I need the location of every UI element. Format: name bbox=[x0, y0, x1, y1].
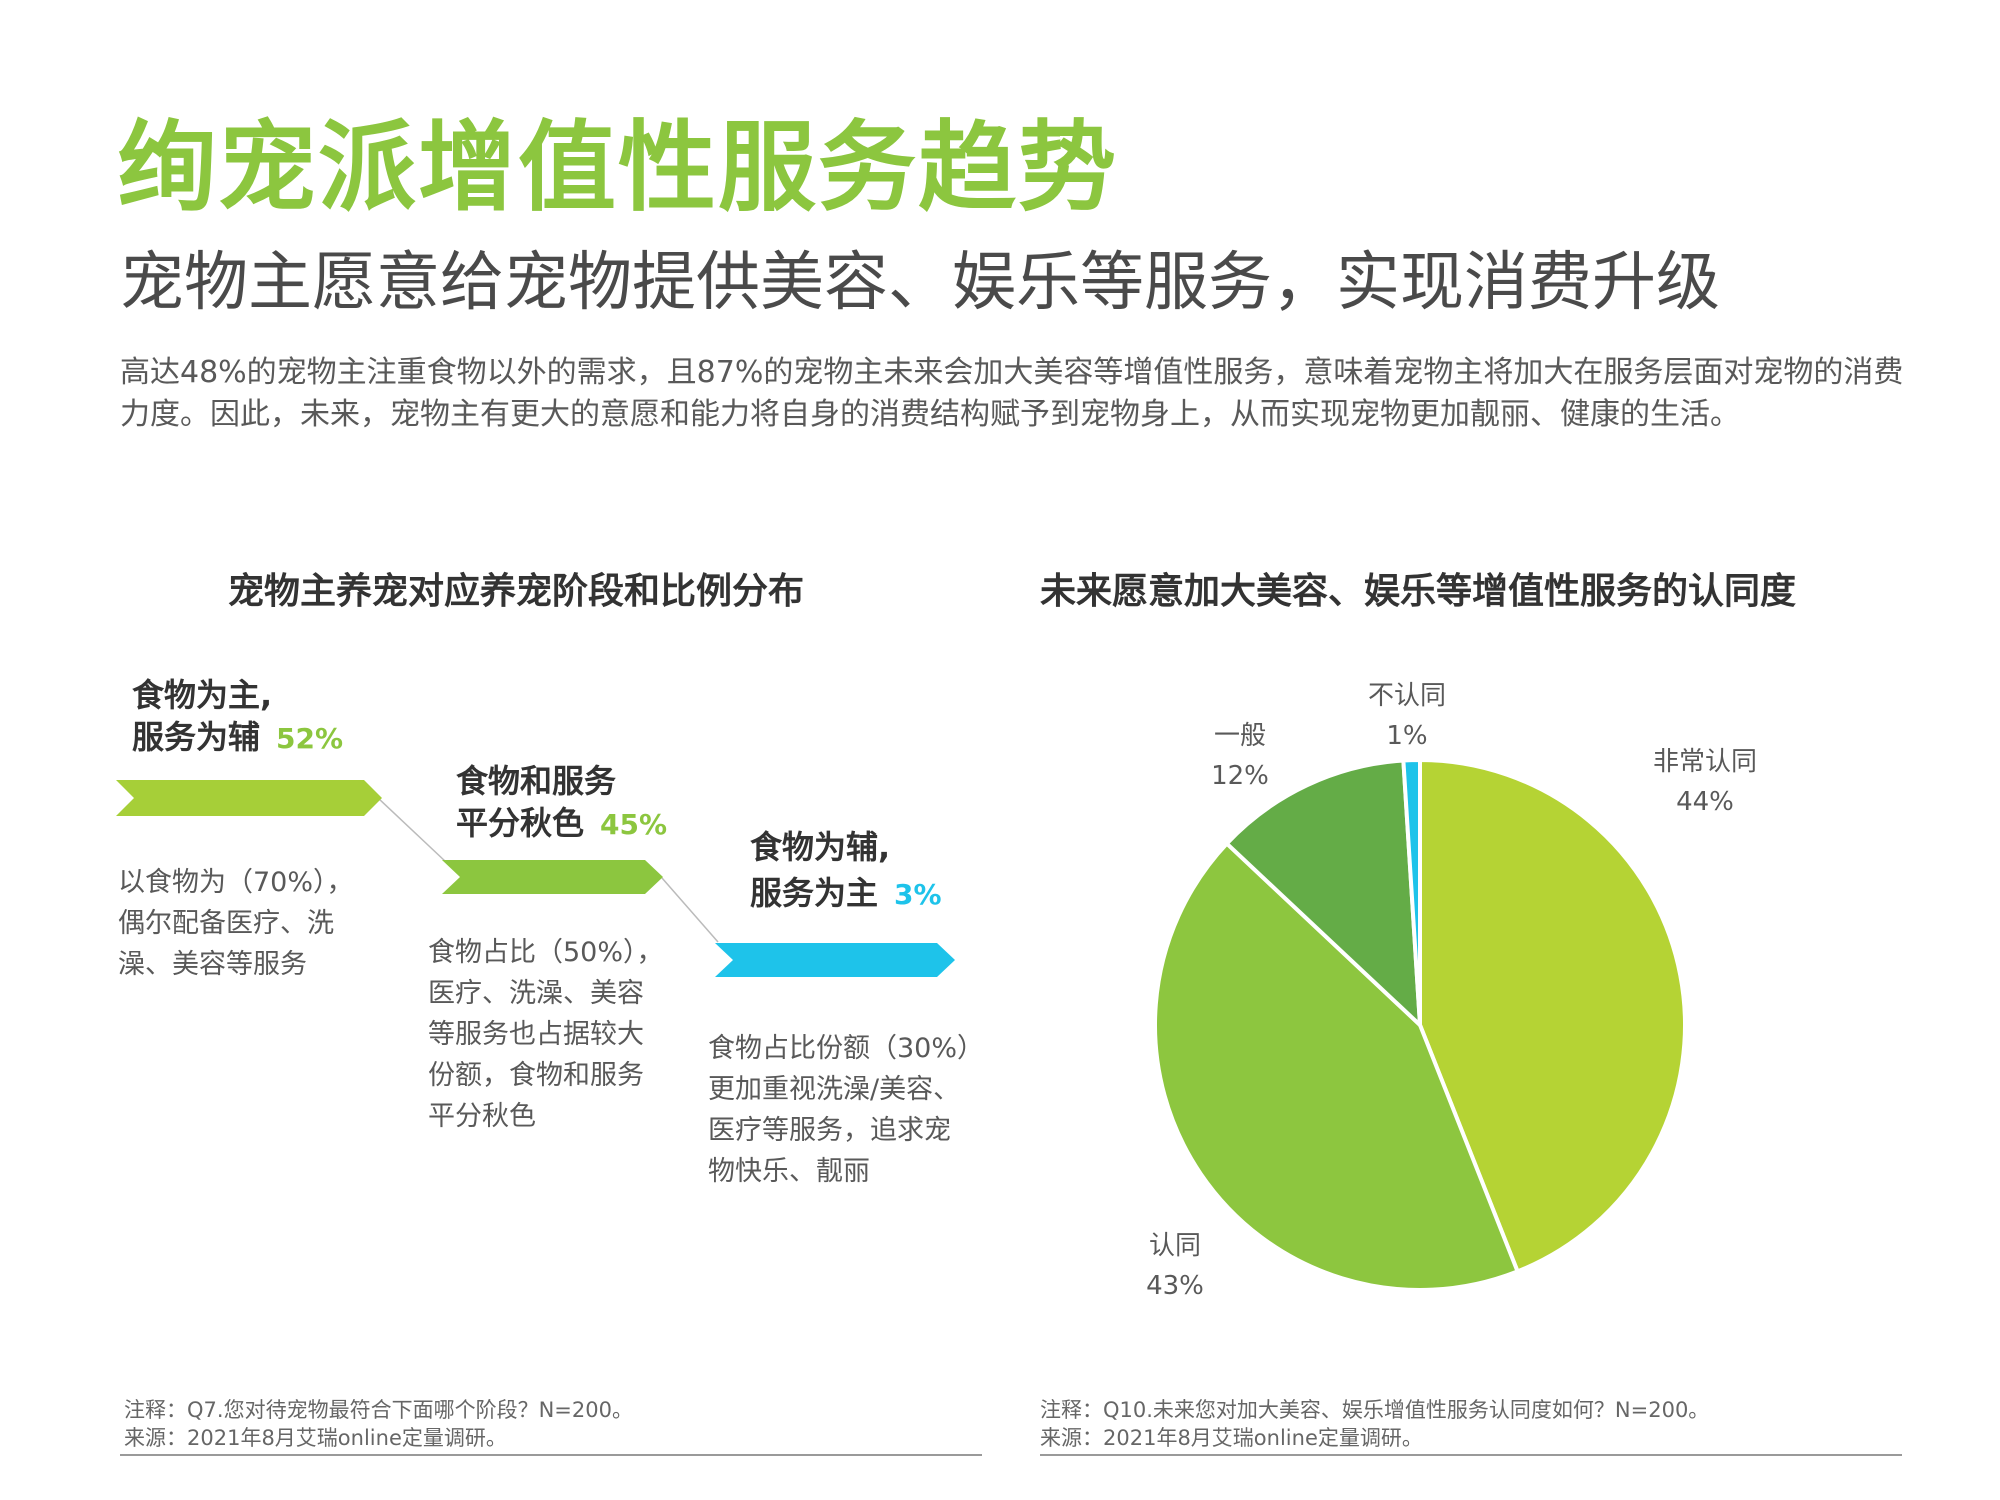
left-chart-title: 宠物主养宠对应养宠阶段和比例分布 bbox=[228, 571, 805, 612]
page-title: 绚宠派增值性服务趋势 bbox=[118, 111, 1119, 225]
pie-label-neutral: 一般 12% bbox=[1190, 716, 1290, 796]
stage-2-desc-line: 医疗、洗澡、美容 bbox=[428, 978, 644, 1009]
pie-label-text: 非常认同 bbox=[1652, 747, 1757, 777]
stage-2-line2-row: 平分秋色 45% bbox=[456, 802, 667, 846]
pie-label-text: 不认同 bbox=[1367, 681, 1446, 711]
pie-label-agree: 认同 43% bbox=[1125, 1226, 1225, 1306]
left-source: 来源：2021年8月艾瑞online定量调研。 bbox=[124, 1426, 507, 1450]
stage-3-desc-line: 物快乐、靓丽 bbox=[708, 1156, 870, 1187]
stage-2-desc-line: 平分秋色 bbox=[428, 1101, 536, 1132]
connector-line-1 bbox=[377, 797, 447, 863]
stage-2-percent: 45% bbox=[600, 808, 668, 841]
page-subtitle: 宠物主愿意给宠物提供美容、娱乐等服务，实现消费升级 bbox=[120, 246, 1720, 320]
pie-label-value: 1% bbox=[1386, 721, 1428, 751]
stage-2-desc-line: 等服务也占据较大 bbox=[428, 1019, 644, 1050]
pie-label-value: 12% bbox=[1211, 761, 1269, 791]
pie-slice-agree bbox=[1153, 841, 1520, 1292]
left-note: 注释：Q7.您对待宠物最符合下面哪个阶段？N=200。 bbox=[124, 1398, 633, 1422]
stage-1-desc-line: 以食物为（70%）， bbox=[118, 867, 354, 898]
pie-slice-disagree bbox=[1401, 757, 1422, 1027]
stage-1-desc-line: 偶尔配备医疗、洗 bbox=[118, 908, 334, 939]
stage-2-line2: 平分秋色 bbox=[456, 804, 585, 842]
pie-slice-neutral bbox=[1224, 758, 1422, 1027]
stage-3-line2: 服务为主 bbox=[750, 874, 879, 912]
stage-2-desc-line: 份额，食物和服务 bbox=[428, 1060, 644, 1091]
right-footer-rule bbox=[1040, 1454, 1902, 1456]
stage-1-line2-row: 服务为辅 52% bbox=[132, 716, 343, 760]
stage-3-line1: 食物为辅, bbox=[750, 828, 891, 866]
stage-2-desc-line: 食物占比（50%）， bbox=[428, 937, 664, 968]
stage-1-description: 以食物为（70%）， 偶尔配备医疗、洗 澡、美容等服务 bbox=[118, 862, 354, 985]
right-source: 来源：2021年8月艾瑞online定量调研。 bbox=[1040, 1426, 1423, 1450]
stage-3-line2-row: 服务为主 3% bbox=[750, 872, 942, 916]
pie-label-value: 43% bbox=[1146, 1271, 1204, 1301]
stage-1-percent: 52% bbox=[276, 722, 344, 755]
pie-label-disagree: 不认同 1% bbox=[1352, 676, 1462, 756]
pie-label-very-agree: 非常认同 44% bbox=[1640, 742, 1770, 822]
stage-2-title: 食物和服务 平分秋色 45% bbox=[456, 760, 667, 846]
stage-3-description: 食物占比份额（30%） 更加重视洗澡/美容、 医疗等服务，追求宠 物快乐、靓丽 bbox=[708, 1028, 984, 1192]
stage-arrow-2 bbox=[442, 860, 663, 894]
intro-paragraph: 高达48%的宠物主注重食物以外的需求，且87%的宠物主未来会加大美容等增值性服务… bbox=[120, 355, 1904, 432]
left-footer-rule bbox=[120, 1454, 982, 1456]
stage-2-line1: 食物和服务 bbox=[456, 762, 617, 800]
pie-label-text: 认同 bbox=[1148, 1231, 1201, 1261]
stage-1-line2: 服务为辅 bbox=[132, 718, 261, 756]
right-note: 注释：Q10.未来您对加大美容、娱乐增值性服务认同度如何？N=200。 bbox=[1040, 1398, 1710, 1422]
pie-slice-very-agree bbox=[1418, 758, 1687, 1274]
pie-label-value: 44% bbox=[1676, 787, 1734, 817]
right-chart-title: 未来愿意加大美容、娱乐等增值性服务的认同度 bbox=[1040, 571, 1797, 612]
pie-label-text: 一般 bbox=[1213, 721, 1266, 751]
stage-arrow-3 bbox=[715, 943, 955, 977]
stage-2-description: 食物占比（50%）， 医疗、洗澡、美容 等服务也占据较大 份额，食物和服务 平分… bbox=[428, 932, 664, 1137]
stage-3-desc-line: 医疗等服务，追求宠 bbox=[708, 1115, 951, 1146]
stage-3-desc-line: 更加重视洗澡/美容、 bbox=[708, 1074, 961, 1105]
stage-1-title: 食物为主, 服务为辅 52% bbox=[132, 674, 343, 760]
stage-3-percent: 3% bbox=[894, 878, 942, 911]
stage-3-title: 食物为辅, 服务为主 3% bbox=[750, 826, 942, 916]
stage-1-desc-line: 澡、美容等服务 bbox=[118, 949, 307, 980]
stage-1-line1: 食物为主, bbox=[132, 676, 273, 714]
stage-arrow-1 bbox=[116, 780, 382, 816]
connector-line-2 bbox=[661, 877, 719, 943]
stage-3-desc-line: 食物占比份额（30%） bbox=[708, 1033, 985, 1064]
